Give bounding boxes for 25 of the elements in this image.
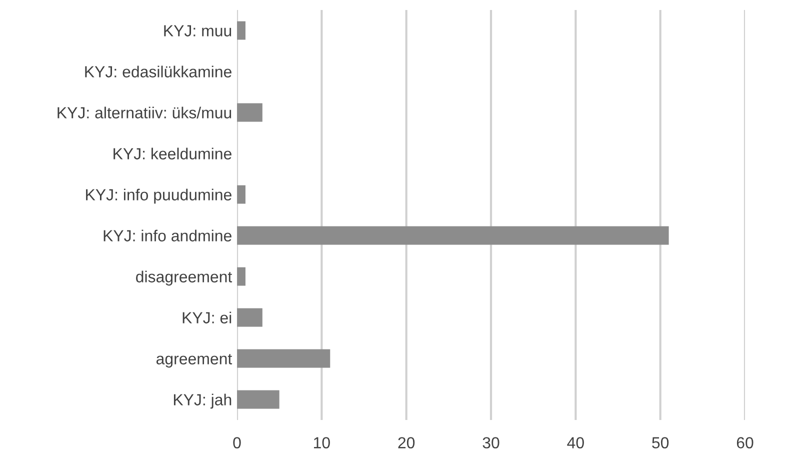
bar bbox=[237, 103, 262, 122]
y-tick-label: agreement bbox=[156, 354, 232, 368]
bar bbox=[237, 21, 246, 40]
y-tick-label: KYJ: info puudumine bbox=[86, 188, 232, 204]
y-tick-label: KYJ: muu bbox=[164, 25, 232, 36]
bar bbox=[237, 349, 330, 368]
x-tick-label: 30 bbox=[482, 437, 500, 448]
bar bbox=[237, 267, 246, 286]
x-tick-label: 50 bbox=[652, 437, 669, 448]
x-tick-label: 60 bbox=[736, 437, 754, 448]
y-tick-label: KYJ: ei bbox=[182, 312, 232, 324]
x-tick-label: 10 bbox=[314, 437, 330, 448]
x-tick-label: 0 bbox=[233, 437, 241, 448]
y-tick-label: KYJ: keeldumine bbox=[114, 148, 232, 160]
y-tick-label: disagreement bbox=[136, 270, 232, 286]
bar bbox=[237, 390, 280, 409]
bar bbox=[237, 226, 669, 245]
y-tick-label: KYJ: jah bbox=[174, 394, 232, 409]
bar bbox=[237, 308, 262, 327]
y-tick-label: KYJ: alternatiiv: üks/muu bbox=[58, 106, 232, 118]
bar bbox=[237, 185, 246, 204]
x-tick-label: 20 bbox=[398, 437, 415, 448]
y-tick-label: KYJ: info andmine bbox=[104, 230, 232, 242]
y-tick-label: KYJ: edasilükkamine bbox=[85, 66, 232, 78]
x-tick-label: 40 bbox=[567, 437, 584, 448]
